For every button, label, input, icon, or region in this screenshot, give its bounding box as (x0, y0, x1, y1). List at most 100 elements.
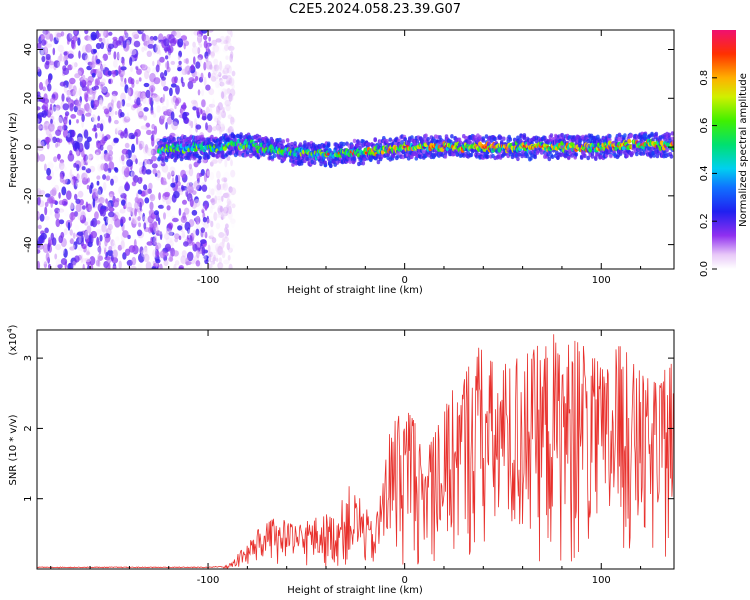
heatmap-cell (78, 87, 82, 97)
heatmap-cell (91, 117, 95, 122)
heatmap-cell (177, 187, 181, 193)
heatmap-cell (87, 265, 90, 269)
heatmap-cell (152, 112, 157, 118)
colorbar-tick-label: 0.6 (699, 118, 710, 134)
heatmap-cell (205, 84, 211, 91)
heatmap-cell (174, 233, 180, 240)
heatmap-cell (118, 260, 122, 269)
heatmap-cell (88, 153, 94, 161)
heatmap-cell (178, 266, 184, 269)
heatmap-cell (670, 136, 674, 141)
heatmap-cell (71, 138, 74, 145)
heatmap-cell (233, 138, 238, 143)
heatmap-cell (184, 170, 190, 176)
heatmap-cell (66, 190, 72, 200)
heatmap-cell (131, 170, 135, 177)
heatmap-cell (190, 30, 194, 36)
heatmap-cell (204, 231, 208, 239)
heatmap-cell (203, 221, 210, 229)
heatmap-cell (213, 254, 216, 262)
heatmap-cell (168, 34, 175, 44)
heatmap-cell (146, 129, 152, 136)
heatmap-cell (200, 239, 207, 245)
heatmap-cell (108, 78, 112, 84)
heatmap-cell (203, 40, 208, 49)
heatmap-cell (126, 259, 133, 266)
heatmap-cell (81, 85, 88, 92)
heatmap-cell (160, 161, 166, 167)
heatmap-cell (61, 198, 68, 207)
heatmap-cell (70, 114, 77, 119)
heatmap-cell (221, 177, 227, 183)
heatmap-cell (101, 223, 107, 233)
heatmap-cell (158, 217, 161, 226)
heatmap-cell (102, 174, 107, 180)
heatmap-cell (165, 55, 169, 60)
heatmap-cell (373, 137, 378, 143)
heatmap-cell (84, 171, 88, 179)
heatmap-cell (100, 42, 105, 50)
heatmap-cell (127, 36, 132, 43)
heatmap-cell (108, 191, 115, 198)
heatmap-cell (67, 132, 71, 138)
heatmap-cell (124, 30, 127, 35)
heatmap-cell (165, 169, 169, 175)
heatmap-cell (230, 169, 236, 178)
heatmap-cell (82, 263, 85, 269)
y-tick-label: 1 (23, 496, 34, 502)
heatmap-cell (131, 143, 136, 153)
heatmap-cell (38, 154, 46, 162)
heatmap-cell (163, 137, 168, 143)
heatmap-cell (111, 113, 118, 120)
heatmap-cell (191, 241, 195, 247)
heatmap-cell (45, 60, 50, 66)
heatmap-cell (143, 82, 150, 88)
heatmap-cell (87, 34, 92, 43)
heatmap-cell (229, 95, 234, 102)
heatmap-cell (74, 141, 80, 151)
heatmap-cell (213, 69, 218, 75)
heatmap-cell (230, 187, 237, 196)
heatmap-cell (376, 159, 381, 165)
heatmap-cell (212, 44, 220, 53)
heatmap-cell (69, 169, 73, 177)
heatmap-cell (61, 93, 65, 102)
heatmap-cell (147, 44, 155, 49)
heatmap-cell (206, 194, 212, 199)
heatmap-cell (81, 166, 86, 171)
heatmap-cell (129, 57, 133, 66)
heatmap-cell (56, 107, 60, 117)
heatmap-cell (230, 159, 233, 167)
heatmap-cell (109, 206, 114, 213)
heatmap-cell (132, 104, 139, 109)
heatmap-cell (84, 230, 89, 240)
heatmap-cell (96, 58, 101, 64)
heatmap-cell (119, 208, 124, 214)
heatmap-cell (192, 41, 196, 48)
heatmap-cell (115, 126, 122, 134)
heatmap-cell (63, 51, 68, 56)
heatmap-cell (105, 175, 111, 181)
heatmap-cell (397, 138, 401, 144)
heatmap-cell (213, 117, 219, 123)
heatmap-cell (188, 126, 192, 136)
heatmap-cell (124, 208, 130, 218)
heatmap-cell (110, 70, 117, 75)
heatmap-cell (136, 68, 142, 75)
heatmap-panel: -100 0 100 -40 -20 0 20 40 Height of straight … (8, 29, 675, 296)
heatmap-cell (209, 161, 214, 167)
heatmap-cell (211, 237, 217, 244)
heatmap-cell (86, 84, 90, 92)
heatmap-cell (79, 214, 86, 224)
heatmap-cell (293, 141, 297, 146)
heatmap-cell (120, 240, 125, 250)
heatmap-cell (590, 154, 595, 159)
heatmap-cell (185, 187, 188, 193)
heatmap-cell (100, 84, 104, 90)
heatmap-cell (177, 67, 182, 72)
heatmap-cell (108, 115, 112, 124)
heatmap-cell (192, 106, 197, 111)
heatmap-cell (138, 77, 142, 82)
heatmap-cell (142, 99, 150, 105)
heatmap-cell (76, 173, 80, 181)
